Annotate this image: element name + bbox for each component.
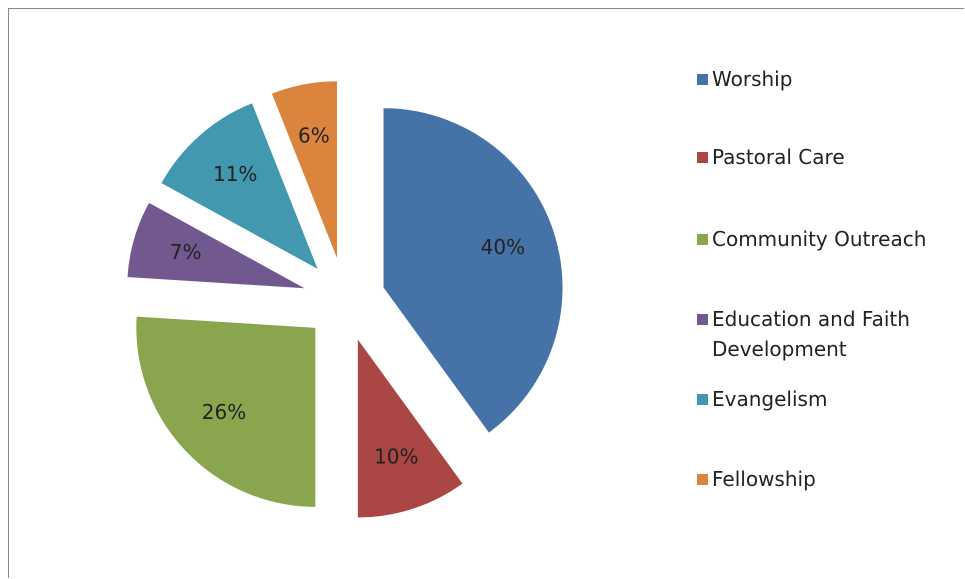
legend-label: Fellowship — [712, 467, 816, 491]
legend-swatch — [697, 74, 708, 85]
pie-slice — [382, 107, 564, 434]
legend-label: Evangelism — [712, 387, 828, 411]
data-label: 7% — [170, 240, 202, 264]
legend-swatch — [697, 314, 708, 325]
pie-slice — [270, 80, 339, 261]
data-label: 40% — [481, 235, 525, 259]
data-label: 26% — [202, 400, 246, 424]
legend-item: Community Outreach — [697, 224, 957, 254]
data-label: 11% — [213, 162, 257, 186]
data-label: 6% — [298, 123, 330, 147]
legend-item: Pastoral Care — [697, 142, 957, 172]
legend-label: Pastoral Care — [712, 145, 845, 169]
legend-swatch — [697, 394, 708, 405]
legend-label: Worship — [712, 67, 793, 91]
pie-slice — [126, 201, 307, 290]
chart-frame — [8, 8, 964, 578]
pie-slice — [356, 336, 464, 519]
legend-item: Evangelism — [697, 384, 957, 414]
legend-item: Fellowship — [697, 464, 957, 494]
legend-label: Community Outreach — [712, 227, 927, 251]
pie-slice — [160, 101, 320, 272]
legend-swatch — [697, 152, 708, 163]
legend-swatch — [697, 234, 708, 245]
legend-swatch — [697, 474, 708, 485]
data-label: 10% — [374, 444, 418, 468]
legend-label: Education and Faith Development — [712, 307, 910, 361]
legend-item: Worship — [697, 64, 957, 94]
pie-slice — [135, 315, 317, 508]
legend-item: Education and Faith Development — [697, 304, 957, 364]
